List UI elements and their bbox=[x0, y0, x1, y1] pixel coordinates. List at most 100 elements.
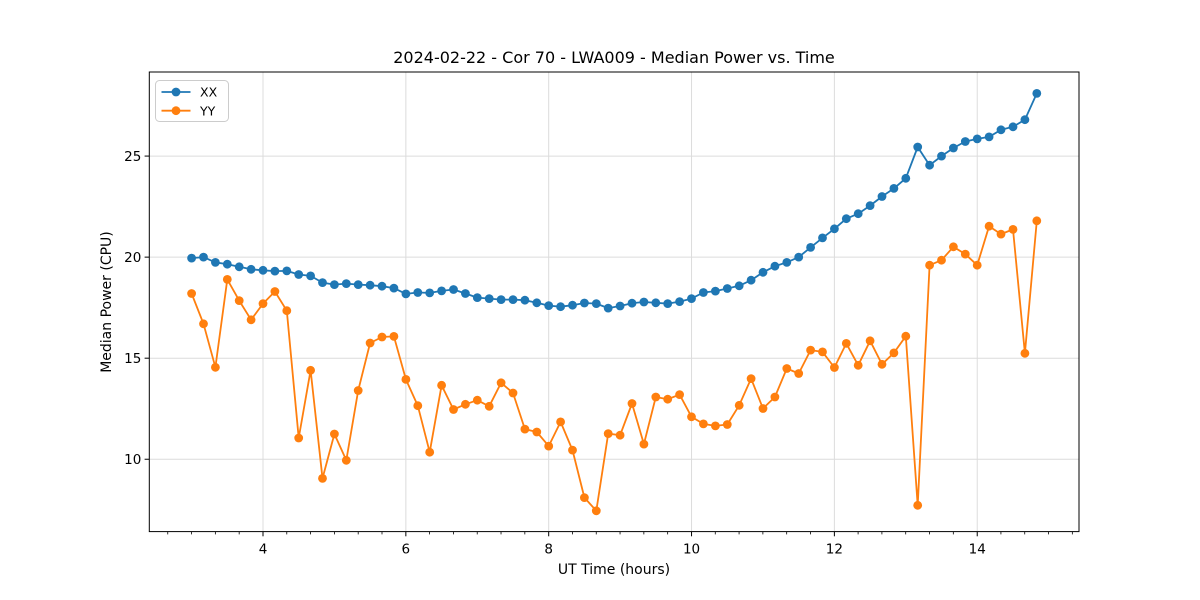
series-YY-marker bbox=[484, 401, 494, 411]
series-YY-marker bbox=[639, 439, 649, 449]
series-XX-marker bbox=[734, 281, 744, 291]
series-XX-marker bbox=[437, 286, 446, 296]
series-YY-marker bbox=[556, 417, 565, 427]
series-XX-marker bbox=[520, 295, 530, 305]
series-XX-marker bbox=[532, 298, 542, 308]
series-XX-marker bbox=[1008, 122, 1018, 132]
series-YY-marker bbox=[615, 430, 625, 440]
series-XX-marker bbox=[591, 299, 601, 308]
series-YY-marker bbox=[960, 249, 970, 259]
series-YY-marker bbox=[544, 441, 554, 451]
series-YY-marker bbox=[401, 375, 411, 384]
y-tick-label: 15 bbox=[124, 351, 141, 367]
series-YY-marker bbox=[925, 260, 934, 270]
series-XX-marker bbox=[984, 132, 994, 142]
series-YY-marker bbox=[949, 242, 958, 252]
series-XX-marker bbox=[222, 259, 232, 269]
series-YY-marker bbox=[306, 365, 315, 375]
y-tick-label: 25 bbox=[124, 149, 141, 165]
series-YY-marker bbox=[699, 419, 708, 429]
series-YY-marker bbox=[1008, 225, 1018, 234]
y-tick-label: 20 bbox=[124, 250, 141, 266]
series-YY-marker bbox=[853, 360, 863, 370]
series-XX-marker bbox=[1032, 89, 1042, 98]
series-XX-marker bbox=[675, 297, 684, 306]
series-YY-marker bbox=[270, 287, 280, 296]
x-tick-label: 12 bbox=[826, 542, 843, 558]
series-YY-marker bbox=[746, 374, 756, 383]
series-YY-marker bbox=[913, 500, 923, 510]
legend-label: YY bbox=[199, 103, 216, 118]
series-XX-marker bbox=[389, 283, 399, 293]
series-YY-marker bbox=[603, 429, 613, 438]
series-XX-marker bbox=[318, 278, 327, 287]
series-XX-marker bbox=[544, 301, 554, 310]
series-XX-marker bbox=[341, 279, 351, 288]
series-XX-marker bbox=[282, 266, 292, 276]
series-XX-marker bbox=[877, 192, 887, 201]
series-XX-marker bbox=[806, 243, 815, 252]
series-XX-marker bbox=[401, 289, 411, 299]
series-YY-marker bbox=[877, 359, 887, 369]
series-YY-marker bbox=[199, 319, 208, 329]
series-YY-marker bbox=[330, 429, 339, 439]
series-XX-marker bbox=[603, 303, 613, 313]
series-XX-marker bbox=[425, 288, 435, 298]
series-XX-marker bbox=[615, 301, 625, 311]
series-YY-marker bbox=[449, 405, 458, 414]
series-XX-marker bbox=[901, 173, 911, 183]
series-YY-marker bbox=[722, 420, 732, 429]
series-XX-line bbox=[191, 93, 1038, 310]
x-tick-label: 14 bbox=[969, 542, 986, 558]
x-tick-label: 4 bbox=[259, 542, 268, 558]
series-XX-marker bbox=[627, 298, 637, 308]
series-layer bbox=[187, 89, 1042, 516]
series-YY-marker bbox=[425, 447, 435, 457]
series-XX-marker bbox=[639, 297, 649, 307]
series-XX-marker bbox=[234, 262, 244, 272]
series-YY-marker bbox=[591, 506, 601, 516]
series-YY-marker bbox=[818, 347, 827, 357]
series-YY-marker bbox=[353, 386, 363, 395]
legend-label: XX bbox=[200, 85, 218, 100]
series-XX-marker bbox=[960, 137, 970, 146]
series-YY-marker bbox=[437, 380, 446, 390]
series-XX-marker bbox=[211, 258, 220, 267]
series-YY-marker bbox=[211, 362, 220, 372]
series-YY-marker bbox=[782, 364, 792, 373]
series-XX-marker bbox=[449, 285, 458, 294]
legend-marker-swatch bbox=[171, 106, 181, 116]
series-XX-marker bbox=[365, 280, 375, 290]
series-XX-marker bbox=[818, 233, 827, 243]
series-XX-marker bbox=[841, 214, 851, 224]
series-YY-marker bbox=[675, 390, 684, 399]
x-tick-label: 8 bbox=[544, 542, 553, 558]
y-tick-label: 10 bbox=[124, 452, 141, 468]
series-XX-marker bbox=[270, 266, 280, 276]
series-XX-marker bbox=[770, 261, 780, 271]
series-XX-marker bbox=[699, 288, 708, 297]
series-YY-marker bbox=[532, 427, 542, 437]
series-YY-marker bbox=[461, 399, 470, 409]
series-XX-marker bbox=[889, 184, 899, 193]
series-XX-marker bbox=[187, 253, 197, 263]
series-XX-marker bbox=[913, 142, 923, 152]
series-XX-marker bbox=[568, 300, 577, 310]
series-XX-marker bbox=[258, 265, 268, 275]
axes-layer bbox=[148, 71, 1080, 533]
series-YY-marker bbox=[318, 474, 327, 483]
series-YY-marker bbox=[663, 394, 673, 404]
series-YY-marker bbox=[937, 255, 946, 265]
series-XX-marker bbox=[949, 143, 958, 153]
series-YY-marker bbox=[472, 395, 482, 405]
series-XX-marker bbox=[306, 271, 315, 281]
series-XX-marker bbox=[746, 275, 756, 285]
series-XX-marker bbox=[508, 295, 518, 304]
series-XX-marker bbox=[758, 267, 768, 277]
series-YY-marker bbox=[889, 348, 899, 358]
series-XX-marker bbox=[853, 209, 863, 219]
series-YY-marker bbox=[234, 296, 244, 305]
series-XX-marker bbox=[711, 286, 720, 296]
series-XX-marker bbox=[556, 302, 565, 312]
